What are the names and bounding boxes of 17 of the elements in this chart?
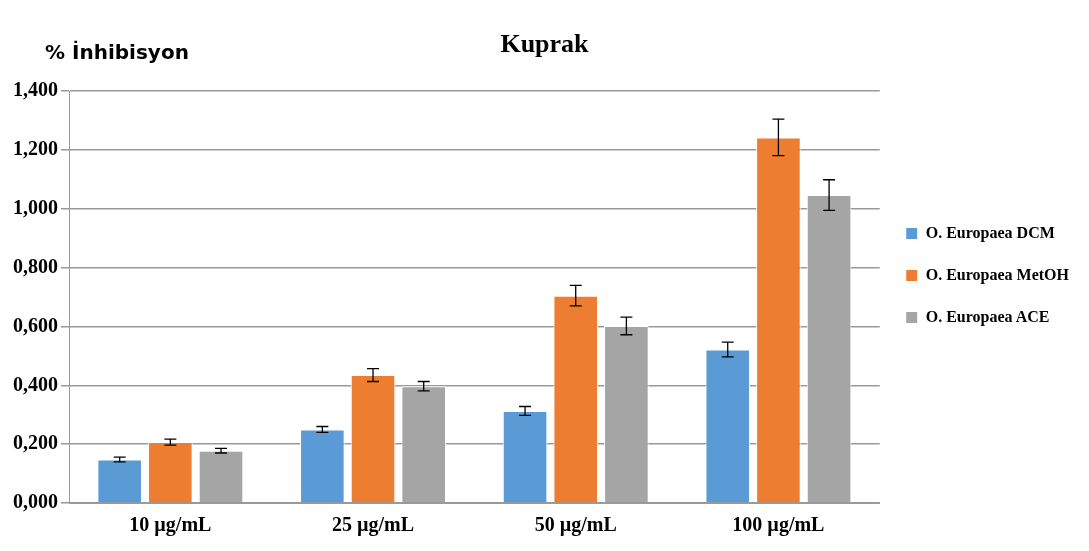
x-tick-label: 100 µg/mL <box>732 513 825 537</box>
legend-label: O. Europaea MetOH <box>925 265 1070 284</box>
chart-title: Kuprak <box>500 29 590 59</box>
y-axis-title: % İnhibisyon <box>45 40 189 64</box>
y-tick-label: 1,000 <box>13 196 58 219</box>
y-tick-label: 1,200 <box>13 137 58 160</box>
y-tick-label: 0,400 <box>13 372 58 395</box>
y-tick-label: 0,000 <box>13 490 58 513</box>
y-tick-label: 0,800 <box>13 254 58 277</box>
legend-label: O. Europaea ACE <box>925 307 1050 326</box>
x-tick-label: 50 µg/mL <box>534 513 617 537</box>
x-tick-label: 10 µg/mL <box>129 513 212 537</box>
y-tick-label: 0,200 <box>13 431 58 454</box>
x-tick-label: 25 µg/mL <box>331 513 415 537</box>
legend-label: O. Europaea DCM <box>925 223 1055 242</box>
y-tick-label: 1,400 <box>13 78 58 101</box>
y-tick-label: 0,600 <box>13 313 58 336</box>
